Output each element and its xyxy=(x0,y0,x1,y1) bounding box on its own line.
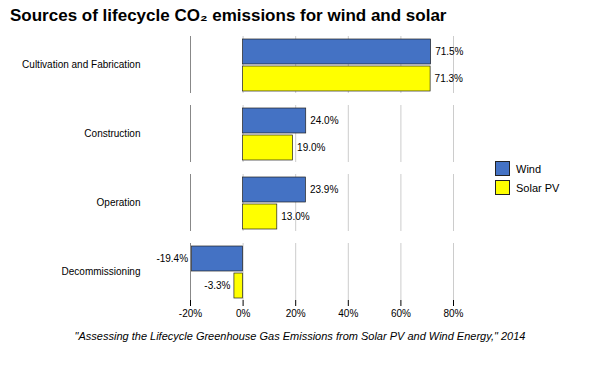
html-text:"Assessing the Lifecycle Green: "Assessing the Lifecycle Greenhouse Gas … xyxy=(74,330,526,342)
html-text:Wind: Wind xyxy=(516,162,542,175)
svg-text:-3.3%: -3.3% xyxy=(204,280,230,291)
svg-text:-20%: -20% xyxy=(179,308,202,319)
svg-text:71.5%: 71.5% xyxy=(435,46,463,57)
svg-text:13.0%: 13.0% xyxy=(281,211,309,222)
svg-text:80%: 80% xyxy=(443,308,463,319)
svg-text:60%: 60% xyxy=(391,308,411,319)
svg-text:-19.4%: -19.4% xyxy=(156,253,188,264)
html-text:Solar PV: Solar PV xyxy=(516,181,560,194)
svg-text:Construction: Construction xyxy=(84,128,140,139)
svg-text:19.0%: 19.0% xyxy=(297,142,325,153)
svg-text:20%: 20% xyxy=(286,308,306,319)
svg-text:71.3%: 71.3% xyxy=(435,73,463,84)
svg-text:24.0%: 24.0% xyxy=(310,115,338,126)
html-text:Sources of lifecycle CO₂ emiss: Sources of lifecycle CO₂ emissions for w… xyxy=(10,6,447,25)
svg-text:Operation: Operation xyxy=(97,197,141,208)
svg-text:Decommissioning: Decommissioning xyxy=(62,266,141,277)
svg-text:Cultivation and Fabrication: Cultivation and Fabrication xyxy=(22,59,140,70)
svg-text:23.9%: 23.9% xyxy=(310,184,338,195)
svg-text:0%: 0% xyxy=(236,308,251,319)
svg-text:40%: 40% xyxy=(338,308,358,319)
